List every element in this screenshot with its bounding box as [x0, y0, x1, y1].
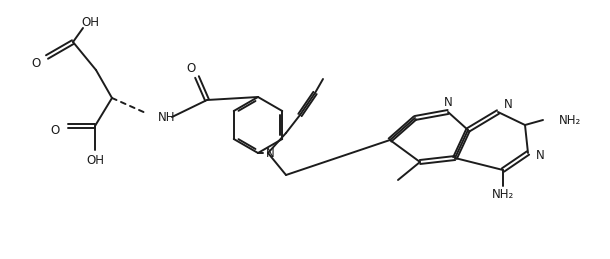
Text: N: N — [443, 96, 453, 109]
Text: N: N — [265, 147, 275, 160]
Text: OH: OH — [86, 154, 104, 167]
Text: O: O — [187, 61, 196, 75]
Text: O: O — [51, 124, 60, 136]
Text: N: N — [504, 97, 513, 111]
Text: NH₂: NH₂ — [492, 189, 514, 202]
Text: O: O — [31, 56, 41, 69]
Text: NH₂: NH₂ — [559, 113, 581, 126]
Text: NH: NH — [158, 111, 176, 124]
Text: N: N — [536, 148, 545, 162]
Text: OH: OH — [81, 16, 99, 28]
